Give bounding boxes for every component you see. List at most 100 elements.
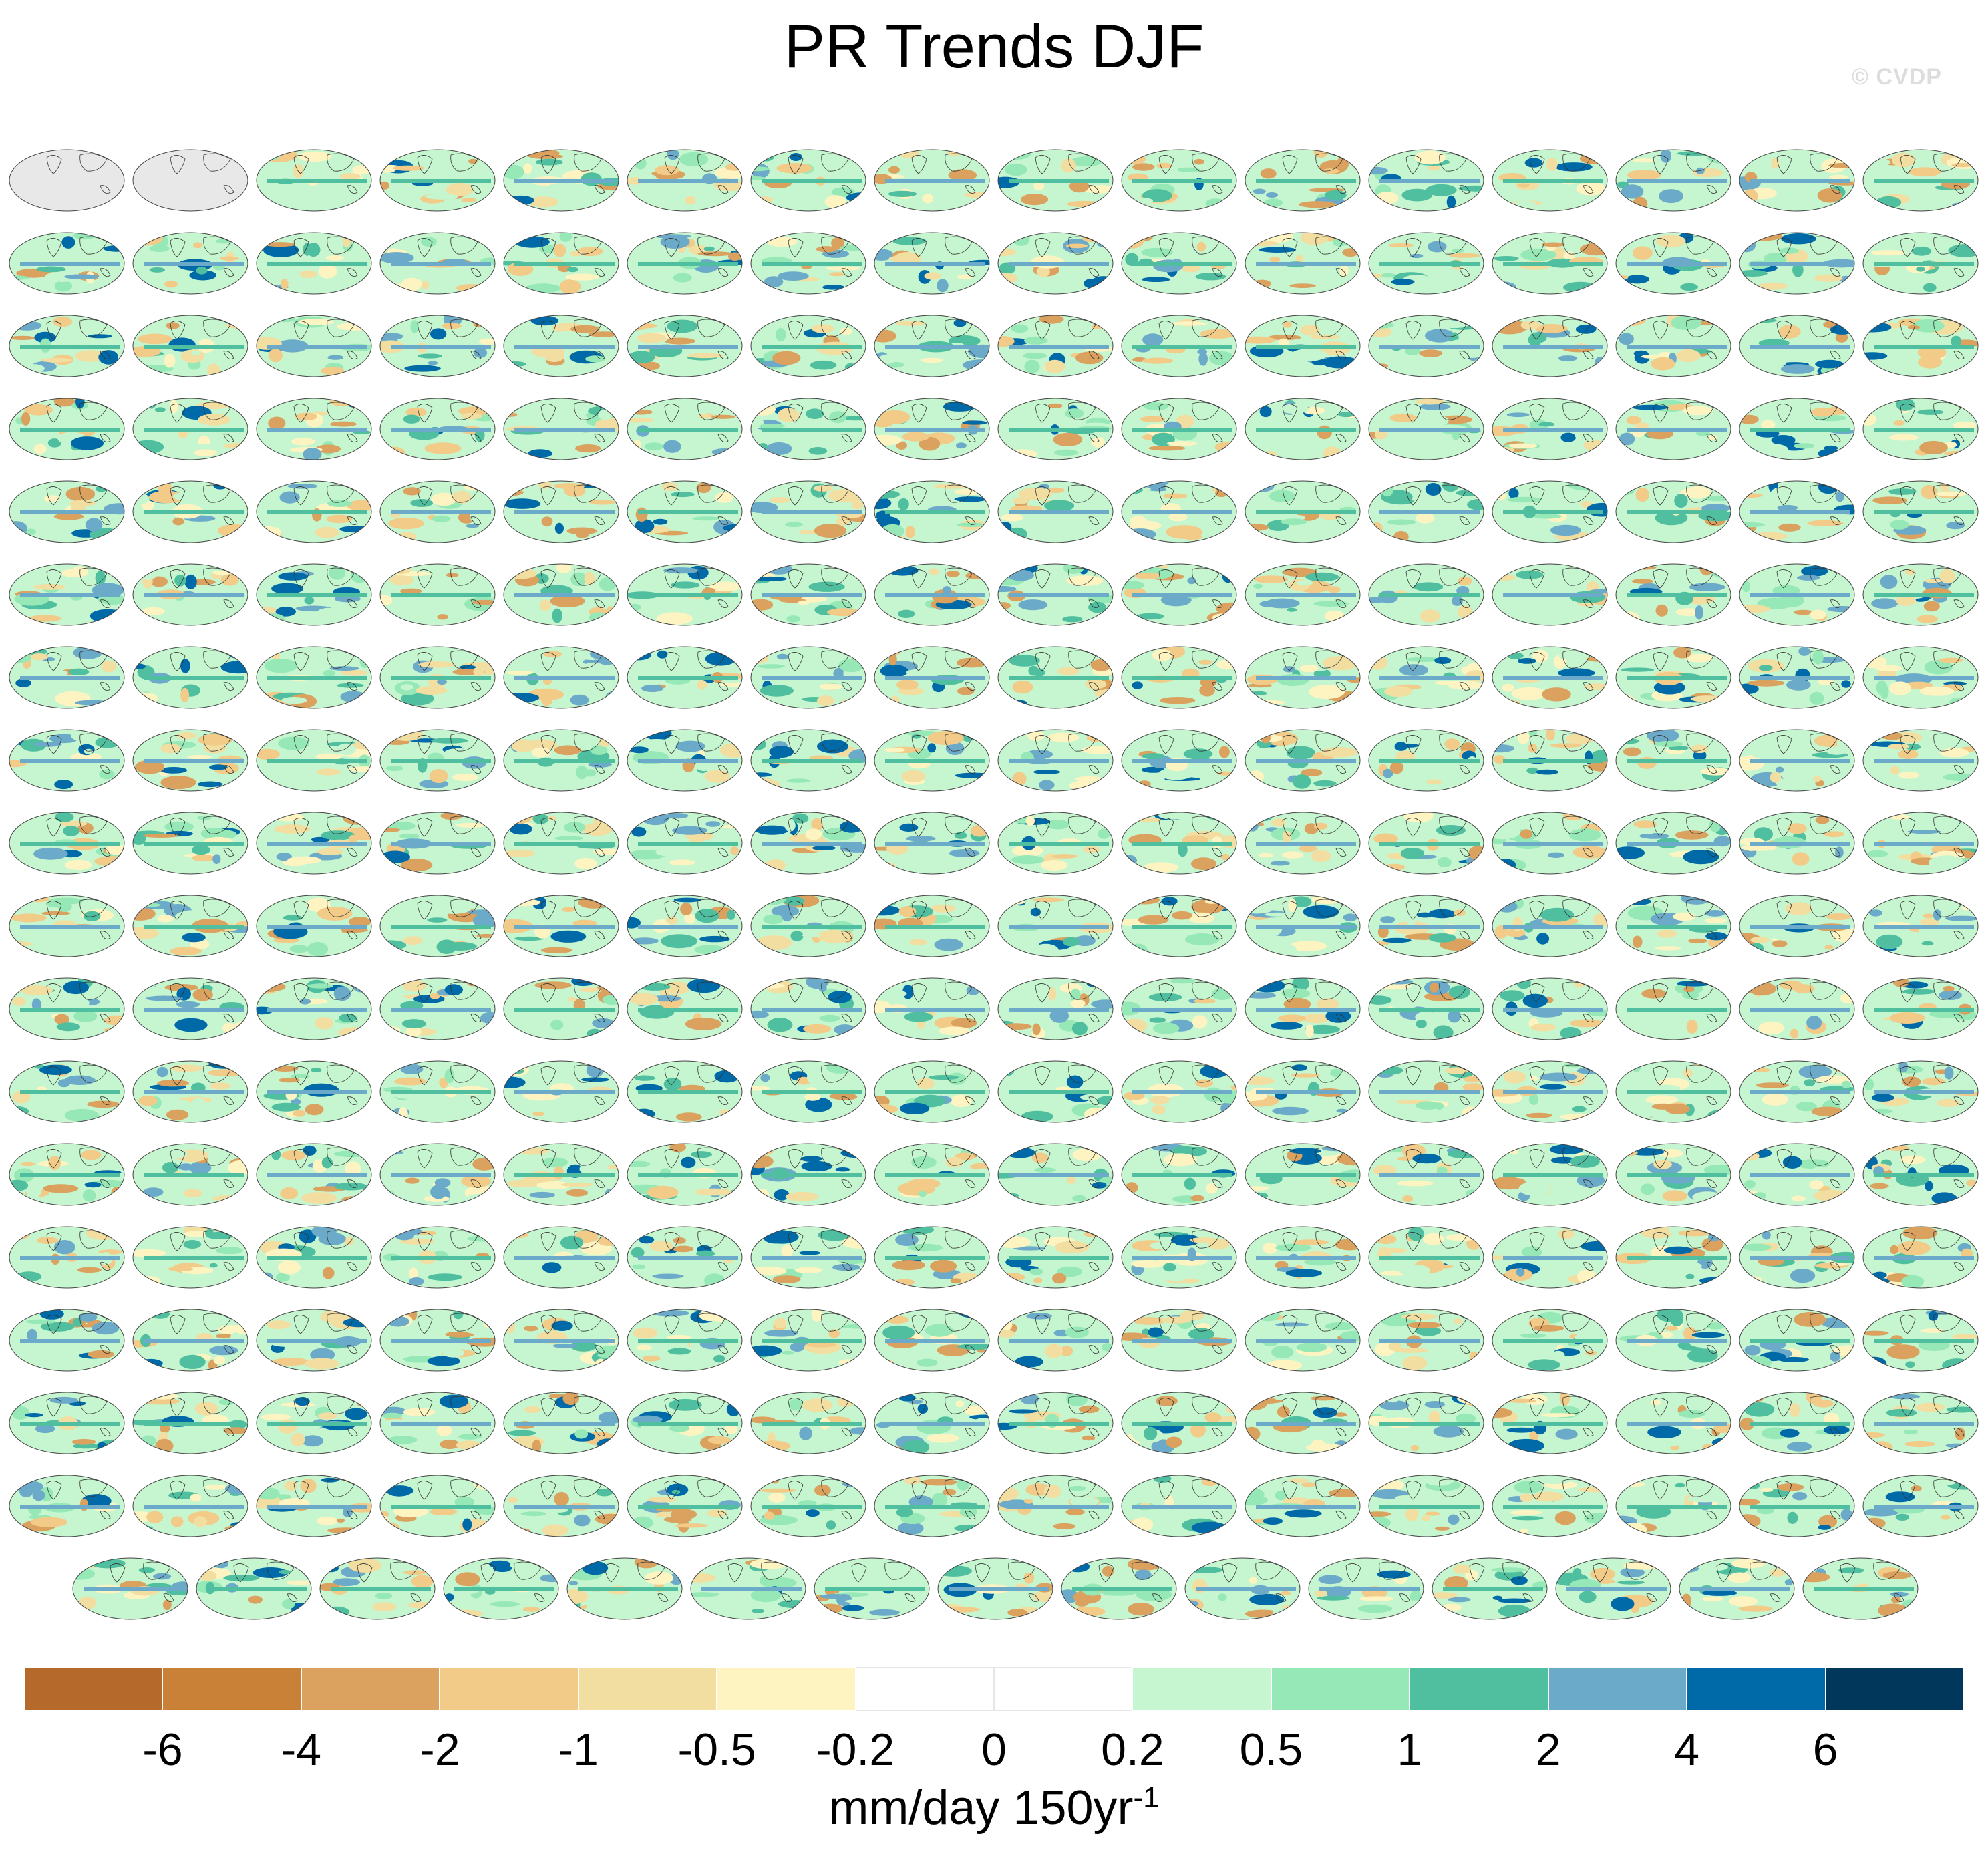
map-thumbnail bbox=[503, 977, 619, 1040]
map-panel bbox=[1242, 381, 1363, 468]
map-panel bbox=[1613, 1209, 1733, 1296]
map-thumbnail bbox=[1245, 1143, 1361, 1206]
map-thumbnail bbox=[379, 398, 496, 460]
map-panel bbox=[1059, 1541, 1179, 1628]
map-panel bbox=[501, 298, 621, 385]
map-thumbnail bbox=[1862, 729, 1979, 792]
map-thumbnail bbox=[874, 977, 990, 1040]
map-panel bbox=[7, 298, 127, 385]
map-panel bbox=[1119, 547, 1239, 633]
map-thumbnail bbox=[132, 1143, 248, 1206]
map-panel bbox=[130, 1209, 251, 1296]
map-panel bbox=[995, 712, 1116, 799]
map-thumbnail bbox=[256, 149, 372, 212]
map-panel bbox=[1490, 961, 1610, 1048]
colorbar-box bbox=[1687, 1667, 1826, 1711]
map-panel bbox=[501, 712, 621, 799]
map-panel bbox=[70, 1541, 190, 1628]
map-panel bbox=[625, 132, 745, 219]
map-panel bbox=[1490, 629, 1610, 716]
colorbar-box bbox=[1825, 1667, 1964, 1711]
map-panel bbox=[1490, 795, 1610, 882]
map-thumbnail bbox=[1615, 1060, 1731, 1123]
map-thumbnail bbox=[997, 1475, 1114, 1537]
map-thumbnail bbox=[9, 1475, 125, 1537]
map-thumbnail bbox=[874, 398, 990, 460]
map-thumbnail bbox=[627, 977, 743, 1040]
colorbar-box bbox=[717, 1667, 856, 1711]
map-thumbnail bbox=[1121, 646, 1237, 709]
map-panel bbox=[1490, 132, 1610, 219]
map-thumbnail bbox=[379, 1475, 496, 1537]
map-thumbnail bbox=[1245, 1392, 1361, 1454]
map-panel bbox=[1366, 1458, 1486, 1545]
map-thumbnail bbox=[1245, 480, 1361, 543]
map-panel bbox=[748, 878, 868, 965]
map-thumbnail bbox=[874, 729, 990, 792]
map-thumbnail bbox=[750, 232, 866, 295]
map-panel bbox=[995, 1126, 1116, 1213]
map-panel bbox=[872, 1458, 992, 1545]
map-thumbnail bbox=[1862, 563, 1979, 626]
map-thumbnail bbox=[874, 646, 990, 709]
map-thumbnail bbox=[1739, 1309, 1855, 1372]
map-thumbnail bbox=[132, 232, 248, 295]
map-thumbnail bbox=[132, 149, 248, 212]
map-thumbnail bbox=[379, 1309, 496, 1372]
map-panel bbox=[7, 795, 127, 882]
map-panel bbox=[1613, 547, 1733, 633]
map-panel bbox=[625, 712, 745, 799]
map-thumbnail bbox=[874, 1226, 990, 1289]
map-panel bbox=[1490, 1209, 1610, 1296]
map-panel bbox=[501, 547, 621, 633]
map-thumbnail bbox=[132, 1392, 248, 1454]
map-thumbnail bbox=[1368, 812, 1484, 875]
map-thumbnail bbox=[503, 1475, 619, 1537]
map-panel bbox=[1613, 215, 1733, 302]
map-thumbnail bbox=[1739, 977, 1855, 1040]
map-thumbnail bbox=[1615, 480, 1731, 543]
map-panel bbox=[1553, 1541, 1673, 1628]
map-panel bbox=[377, 712, 498, 799]
map-thumbnail bbox=[9, 1226, 125, 1289]
map-thumbnail bbox=[1368, 1226, 1484, 1289]
map-thumbnail bbox=[379, 1060, 496, 1123]
map-thumbnail bbox=[1492, 977, 1608, 1040]
map-panel bbox=[748, 547, 868, 633]
map-thumbnail bbox=[1739, 1475, 1855, 1537]
map-panel bbox=[872, 298, 992, 385]
map-panel bbox=[254, 1126, 374, 1213]
map-thumbnail bbox=[1121, 812, 1237, 875]
map-thumbnail bbox=[627, 646, 743, 709]
map-thumbnail bbox=[132, 977, 248, 1040]
map-panel bbox=[872, 712, 992, 799]
map-thumbnail bbox=[9, 646, 125, 709]
map-panel bbox=[130, 381, 251, 468]
map-panel bbox=[501, 1375, 621, 1462]
map-panel bbox=[1737, 795, 1857, 882]
map-panel bbox=[995, 132, 1116, 219]
map-panel bbox=[1366, 547, 1486, 633]
map-panel bbox=[1860, 547, 1981, 633]
map-panel bbox=[501, 1458, 621, 1545]
map-panel bbox=[1800, 1541, 1921, 1628]
map-thumbnail bbox=[627, 812, 743, 875]
map-thumbnail bbox=[1862, 977, 1979, 1040]
map-thumbnail bbox=[132, 895, 248, 957]
map-panel bbox=[441, 1541, 561, 1628]
map-thumbnail bbox=[874, 480, 990, 543]
map-panel bbox=[1490, 381, 1610, 468]
map-panel bbox=[1613, 629, 1733, 716]
map-panel bbox=[1677, 1541, 1797, 1628]
map-thumbnail bbox=[750, 646, 866, 709]
map-thumbnail bbox=[1121, 149, 1237, 212]
map-thumbnail bbox=[1862, 149, 1979, 212]
map-thumbnail bbox=[1245, 1060, 1361, 1123]
map-thumbnail bbox=[750, 1226, 866, 1289]
map-thumbnail bbox=[1245, 812, 1361, 875]
map-panel bbox=[130, 795, 251, 882]
map-panel bbox=[1860, 878, 1981, 965]
map-thumbnail bbox=[750, 977, 866, 1040]
map-panel bbox=[130, 878, 251, 965]
colorbar-tick-label: 0.2 bbox=[1101, 1724, 1164, 1775]
